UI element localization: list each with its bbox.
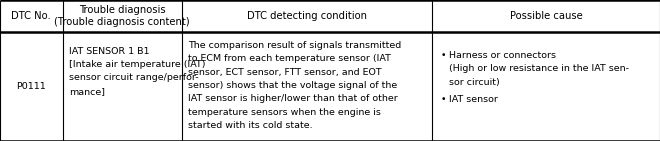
Text: IAT sensor is higher/lower than that of other: IAT sensor is higher/lower than that of … [188, 94, 398, 103]
Text: DTC No.: DTC No. [11, 11, 51, 21]
Text: mance]: mance] [69, 87, 106, 96]
Text: to ECM from each temperature sensor (IAT: to ECM from each temperature sensor (IAT [188, 54, 391, 63]
Text: Harness or connectors: Harness or connectors [449, 51, 556, 60]
Text: sensor, ECT sensor, FTT sensor, and EOT: sensor, ECT sensor, FTT sensor, and EOT [188, 68, 381, 77]
Text: The comparison result of signals transmitted: The comparison result of signals transmi… [188, 41, 401, 50]
Text: [Intake air temperature (IAT): [Intake air temperature (IAT) [69, 60, 206, 69]
Text: •: • [440, 95, 446, 104]
Text: Trouble diagnosis
(Trouble diagnosis content): Trouble diagnosis (Trouble diagnosis con… [54, 5, 190, 27]
Text: IAT SENSOR 1 B1: IAT SENSOR 1 B1 [69, 47, 150, 56]
Text: started with its cold state.: started with its cold state. [188, 121, 313, 130]
Text: sensor circuit range/perfor-: sensor circuit range/perfor- [69, 73, 199, 82]
Text: IAT sensor: IAT sensor [449, 95, 498, 104]
Text: temperature sensors when the engine is: temperature sensors when the engine is [188, 108, 381, 117]
Text: sor circuit): sor circuit) [449, 78, 500, 87]
Text: P0111: P0111 [16, 82, 46, 91]
Text: •: • [440, 51, 446, 60]
Text: DTC detecting condition: DTC detecting condition [247, 11, 367, 21]
Text: sensor) shows that the voltage signal of the: sensor) shows that the voltage signal of… [188, 81, 397, 90]
Text: (High or low resistance in the IAT sen-: (High or low resistance in the IAT sen- [449, 64, 629, 73]
Text: Possible cause: Possible cause [510, 11, 583, 21]
